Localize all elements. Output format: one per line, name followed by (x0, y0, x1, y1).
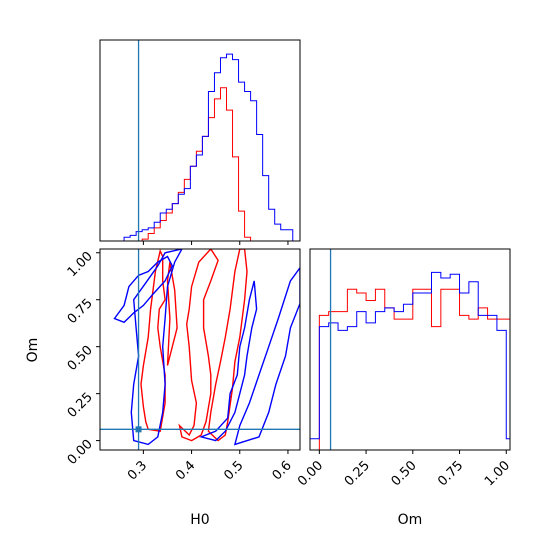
histogram-h0-series-1 (100, 87, 299, 241)
histogram-h0-series-2 (100, 53, 299, 241)
contour-series-2-5 (198, 280, 258, 442)
y-tick-label-om: 0.50 (65, 343, 96, 374)
truth-marker (135, 426, 142, 433)
x-tick-label-h0: 0.3 (125, 458, 150, 483)
histogram-om-panel: 0.00 0.25 0.50 0.75 1.00 (295, 248, 513, 489)
contour-series-1-1 (178, 249, 219, 442)
histogram-h0-frame (99, 39, 301, 242)
histogram-h0-panel (99, 39, 301, 245)
histogram-om-series-1 (310, 288, 510, 450)
contour-series-2-6 (233, 266, 300, 446)
x-tick-label-om: 0.50 (389, 458, 420, 489)
contour-series-1-3 (166, 261, 178, 366)
contour-series-2-7 (113, 255, 174, 324)
x-axis-title-om: Om (398, 512, 423, 528)
histogram-h0-series-group (100, 40, 299, 241)
x-axis-title-h0: H0 (190, 512, 209, 528)
x-tick-label-h0: 0.4 (173, 458, 198, 483)
joint-panel-frame (99, 248, 301, 451)
contour-group (100, 249, 300, 450)
x-tick-label-h0: 0.5 (221, 458, 246, 483)
x-tick-label-om: 0.00 (295, 458, 326, 489)
y-tick-label-om: 1.00 (65, 249, 96, 280)
contour-series-1-0 (140, 249, 166, 432)
x-tick-label-om: 0.75 (435, 458, 466, 489)
histogram-om-series-2 (310, 271, 510, 450)
y-tick-label-om: 0.75 (65, 296, 96, 327)
joint-h0-om-panel: 0.3 0.4 0.5 0.6 0.00 0.25 0.50 0.75 1.00 (65, 248, 301, 483)
x-tick-label-h0: 0.6 (270, 458, 295, 483)
y-tick-label-om: 0.00 (65, 437, 96, 468)
contour-series-1-2 (207, 249, 248, 442)
y-tick-label-om: 0.25 (65, 390, 96, 421)
histogram-om-frame (309, 248, 511, 451)
x-tick-label-om: 1.00 (482, 458, 513, 489)
y-axis-title-om: Om (25, 338, 41, 363)
histogram-om-series-group (310, 249, 510, 450)
x-tick-label-om: 0.25 (342, 458, 373, 489)
